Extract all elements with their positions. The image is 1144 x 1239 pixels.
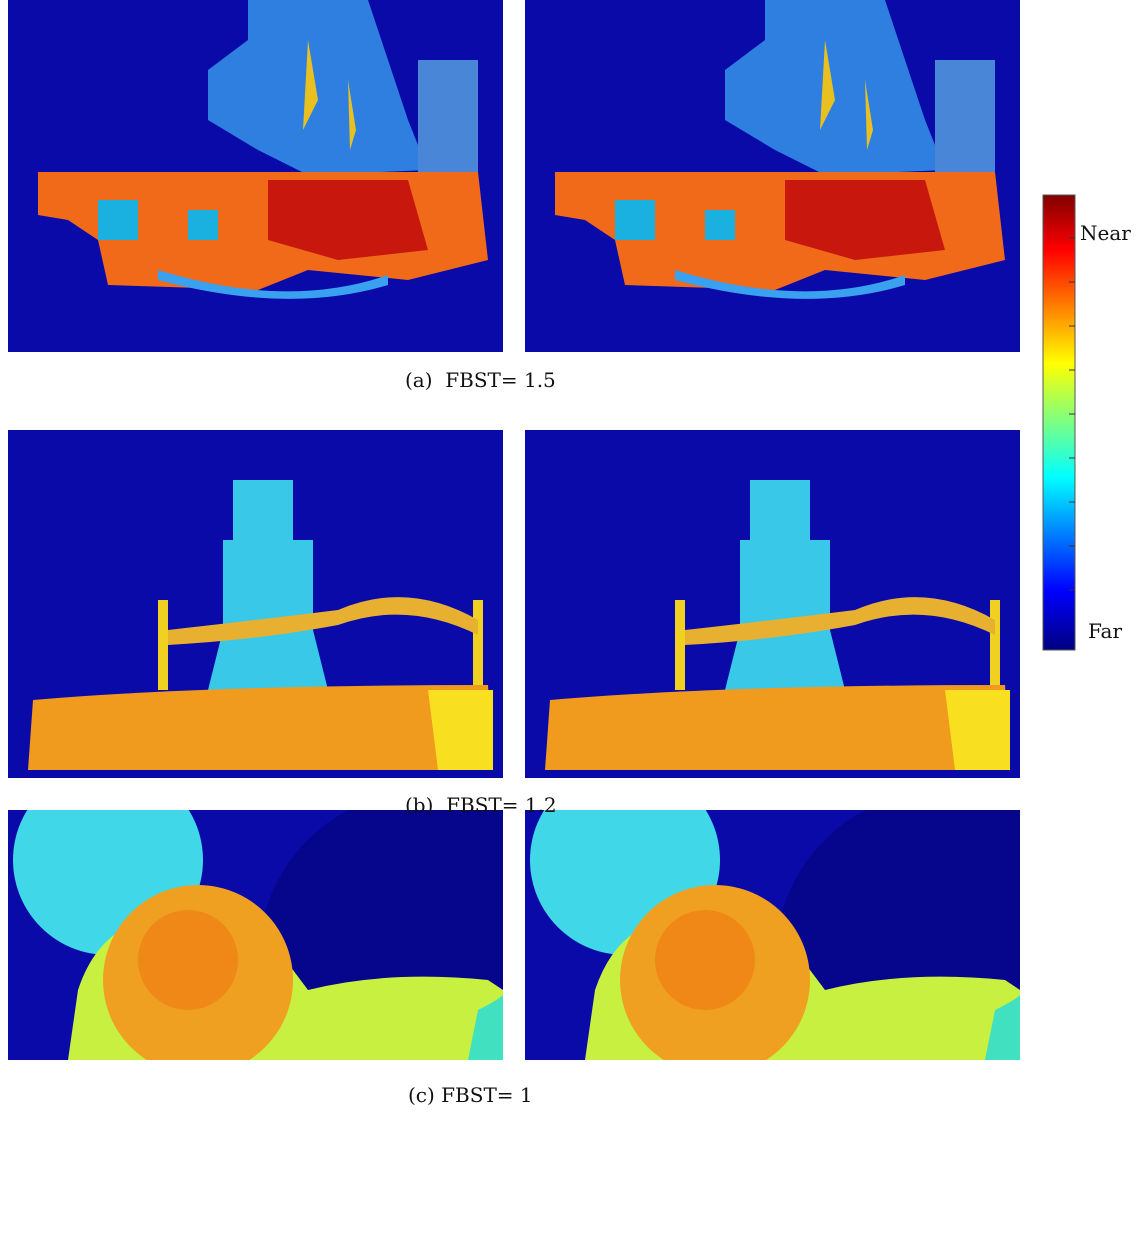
depth-map	[8, 430, 503, 778]
depth-map	[8, 765, 598, 1130]
figure-graphics	[0, 0, 1144, 1239]
figure: (a) FBST= 1.5 (b) FBST= 1.2 (c) FBST= 1 …	[0, 0, 1144, 1239]
depth-map	[525, 765, 1115, 1130]
depth-map	[525, 0, 1020, 352]
caption: (c) FBST= 1	[408, 1083, 533, 1107]
caption: (a) FBST= 1.5	[405, 368, 556, 392]
colorbar	[1043, 195, 1075, 650]
depth-map	[8, 0, 503, 352]
colorbar-label: Near	[1080, 221, 1131, 245]
depth-map	[525, 430, 1020, 778]
colorbar-label: Far	[1088, 619, 1122, 643]
caption: (b) FBST= 1.2	[405, 793, 557, 817]
